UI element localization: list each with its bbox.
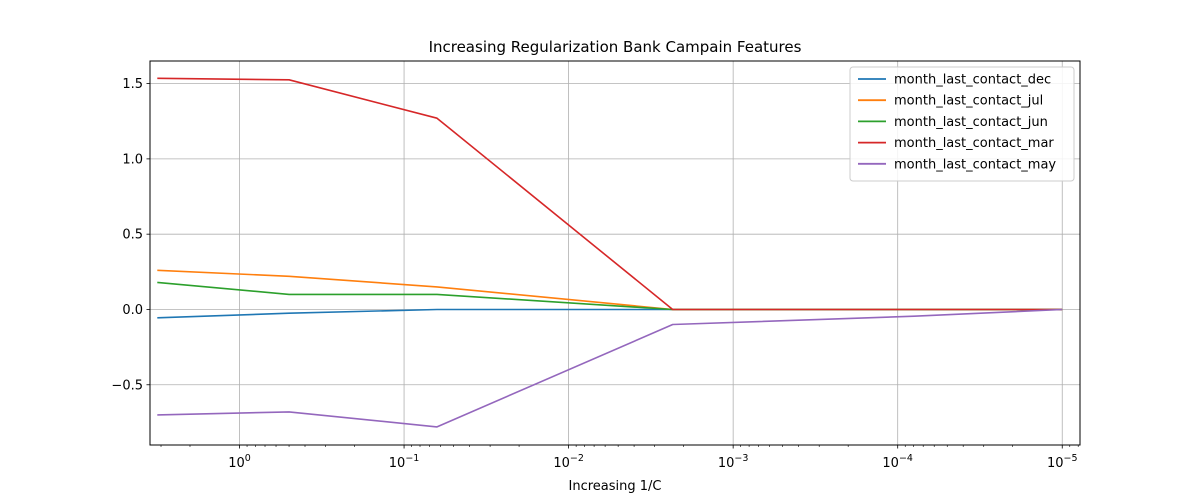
x-tick-label: 10−5: [1047, 453, 1078, 471]
y-tick-label: 0.0: [122, 303, 143, 318]
series-lines: [157, 77, 1063, 428]
y-tick-label: 0.5: [122, 228, 143, 243]
legend-label: month_last_contact_mar: [894, 136, 1054, 151]
series-line: [157, 308, 1063, 428]
x-axis-label: Increasing 1/C: [569, 479, 662, 494]
legend-label: month_last_contact_jul: [894, 94, 1043, 109]
x-tick-label: 10−3: [718, 453, 749, 471]
y-tick-label: 1.5: [122, 77, 143, 92]
legend-label: month_last_contact_jun: [894, 115, 1048, 130]
legend: month_last_contact_dec month_last_contact…: [849, 66, 1075, 182]
y-tick-label: 1.0: [122, 152, 143, 167]
legend-box: [849, 66, 1075, 182]
x-tick-label: 10−2: [553, 453, 584, 471]
y-axis-ticks: 1.5 1.0 0.5 0.0 −0.5: [111, 77, 150, 393]
series-line: [157, 77, 1063, 311]
y-tick-label: −0.5: [111, 378, 143, 393]
x-tick-label: 100: [228, 453, 251, 471]
chart-title: Increasing Regularization Bank Campain F…: [429, 38, 802, 56]
legend-label: month_last_contact_may: [894, 157, 1056, 172]
legend-label: month_last_contact_dec: [894, 73, 1051, 88]
x-axis-ticks: 100 10−1 10−2 10−3 10−4 10−5: [160, 445, 1079, 471]
plot-frame: [149, 60, 1081, 446]
x-tick-label: 10−1: [389, 453, 420, 471]
x-tick-label: 10−4: [882, 453, 913, 471]
